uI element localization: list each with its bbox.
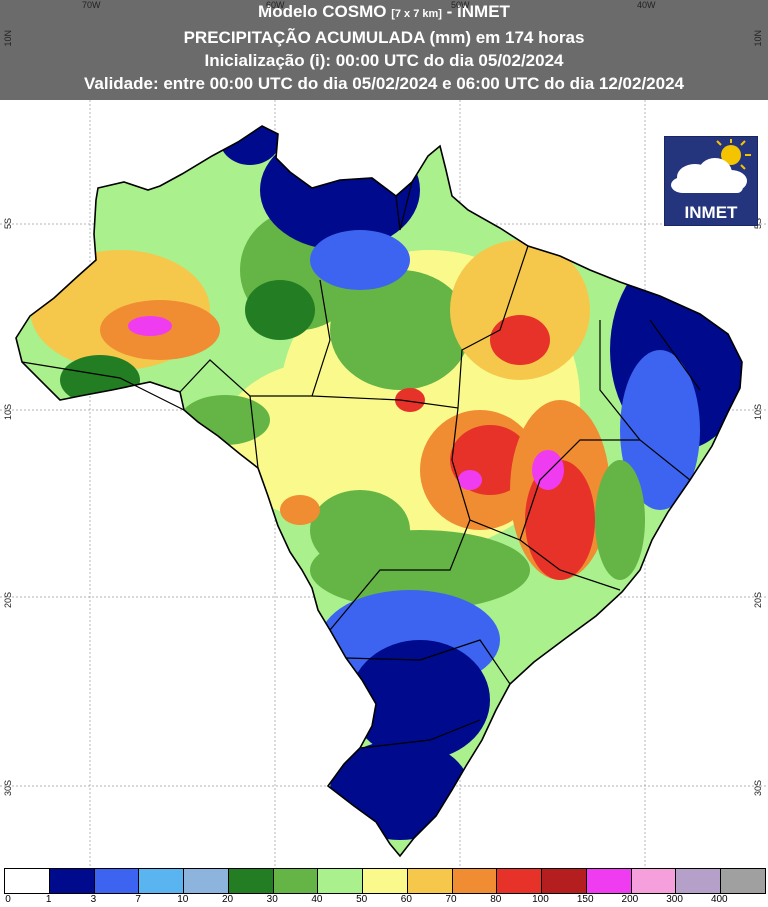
title-model-resolution: [7 x 7 km] bbox=[391, 8, 442, 20]
title-variable: PRECIPITAÇÃO ACUMULADA (mm) em 174 horas bbox=[183, 28, 585, 47]
colorbar-box bbox=[452, 869, 498, 893]
colorbar-box bbox=[542, 869, 587, 893]
lon-label-50w: 50W bbox=[451, 0, 470, 10]
lat-label-5s-left: 5S bbox=[3, 218, 13, 230]
colorbar-label: 0 bbox=[5, 894, 11, 905]
inmet-logo: INMET bbox=[664, 136, 758, 226]
colorbar-box bbox=[721, 869, 766, 893]
colorbar-box bbox=[49, 869, 95, 893]
colorbar-label: 30 bbox=[266, 894, 278, 905]
title-model: Modelo COSMO [7 x 7 km] - INMET bbox=[0, 0, 768, 26]
colorbar-label: 150 bbox=[576, 894, 594, 905]
colorbar-label: 3 bbox=[90, 894, 97, 905]
colorbar-label: 200 bbox=[621, 894, 639, 905]
map-area bbox=[0, 100, 768, 866]
logo-text: INMET bbox=[684, 203, 738, 222]
colorbar-box bbox=[273, 869, 319, 893]
colorbar-box bbox=[363, 869, 408, 893]
colorbar-label: 60 bbox=[400, 894, 412, 905]
lat-label-20s-left: 20S bbox=[3, 592, 13, 609]
title-initialization: Inicialização (i): 00:00 UTC do dia 05/0… bbox=[204, 51, 564, 70]
lat-label-10n-left: 10N bbox=[3, 30, 13, 47]
colorbar-box bbox=[5, 869, 50, 893]
colorbar-labels: 0 1 3 7 10 20 30 40 50 60 70 80 100 150 200 300 400 bbox=[4, 894, 764, 907]
state-borders bbox=[21, 181, 701, 749]
colorbar-box bbox=[586, 869, 632, 893]
title-model-name: Modelo COSMO bbox=[258, 2, 392, 21]
colorbar-box bbox=[497, 869, 543, 893]
country-outline bbox=[15, 125, 743, 858]
colorbar-label: 1 bbox=[45, 894, 52, 905]
precipitation-colorbar bbox=[4, 868, 766, 894]
colorbar-label: 80 bbox=[490, 894, 502, 905]
colorbar-label: 20 bbox=[221, 894, 234, 905]
colorbar-box bbox=[676, 869, 722, 893]
lat-label-20s-right: 20S bbox=[753, 592, 763, 609]
colorbar-label: 400 bbox=[710, 894, 728, 905]
colorbar-box bbox=[631, 869, 677, 893]
title-model-source: - INMET bbox=[441, 2, 510, 21]
cloud-sun-icon bbox=[671, 139, 751, 193]
precipitation-map bbox=[0, 100, 768, 866]
colorbar-label: 10 bbox=[177, 894, 189, 905]
colorbar-box bbox=[94, 869, 140, 893]
colorbar-box bbox=[318, 869, 364, 893]
lon-label-60w: 60W bbox=[266, 0, 285, 10]
lat-label-30s-right: 30S bbox=[753, 780, 763, 797]
title-validity: Validade: entre 00:00 UTC do dia 05/02/2… bbox=[83, 74, 684, 93]
colorbar-label: 100 bbox=[532, 894, 549, 905]
lat-label-30s-left: 30S bbox=[3, 780, 13, 797]
lat-label-10n-right: 10N bbox=[753, 30, 763, 47]
colorbar-label: 7 bbox=[135, 894, 141, 905]
colorbar-box bbox=[184, 869, 229, 893]
lat-label-10s-right: 10S bbox=[753, 404, 763, 421]
colorbar-box bbox=[228, 869, 274, 893]
precipitation-field bbox=[16, 126, 742, 856]
colorbar-box bbox=[139, 869, 185, 893]
colorbar-label: 50 bbox=[356, 894, 368, 905]
colorbar-label: 300 bbox=[666, 894, 683, 905]
colorbar-label: 70 bbox=[445, 894, 457, 905]
colorbar-box bbox=[407, 869, 453, 893]
colorbar-label: 40 bbox=[311, 894, 323, 905]
lat-label-10s-left: 10S bbox=[3, 404, 13, 421]
lon-label-70w: 70W bbox=[82, 0, 101, 10]
lon-label-40w: 40W bbox=[637, 0, 656, 10]
map-title-header: Modelo COSMO [7 x 7 km] - INMET PRECIPIT… bbox=[0, 0, 768, 100]
